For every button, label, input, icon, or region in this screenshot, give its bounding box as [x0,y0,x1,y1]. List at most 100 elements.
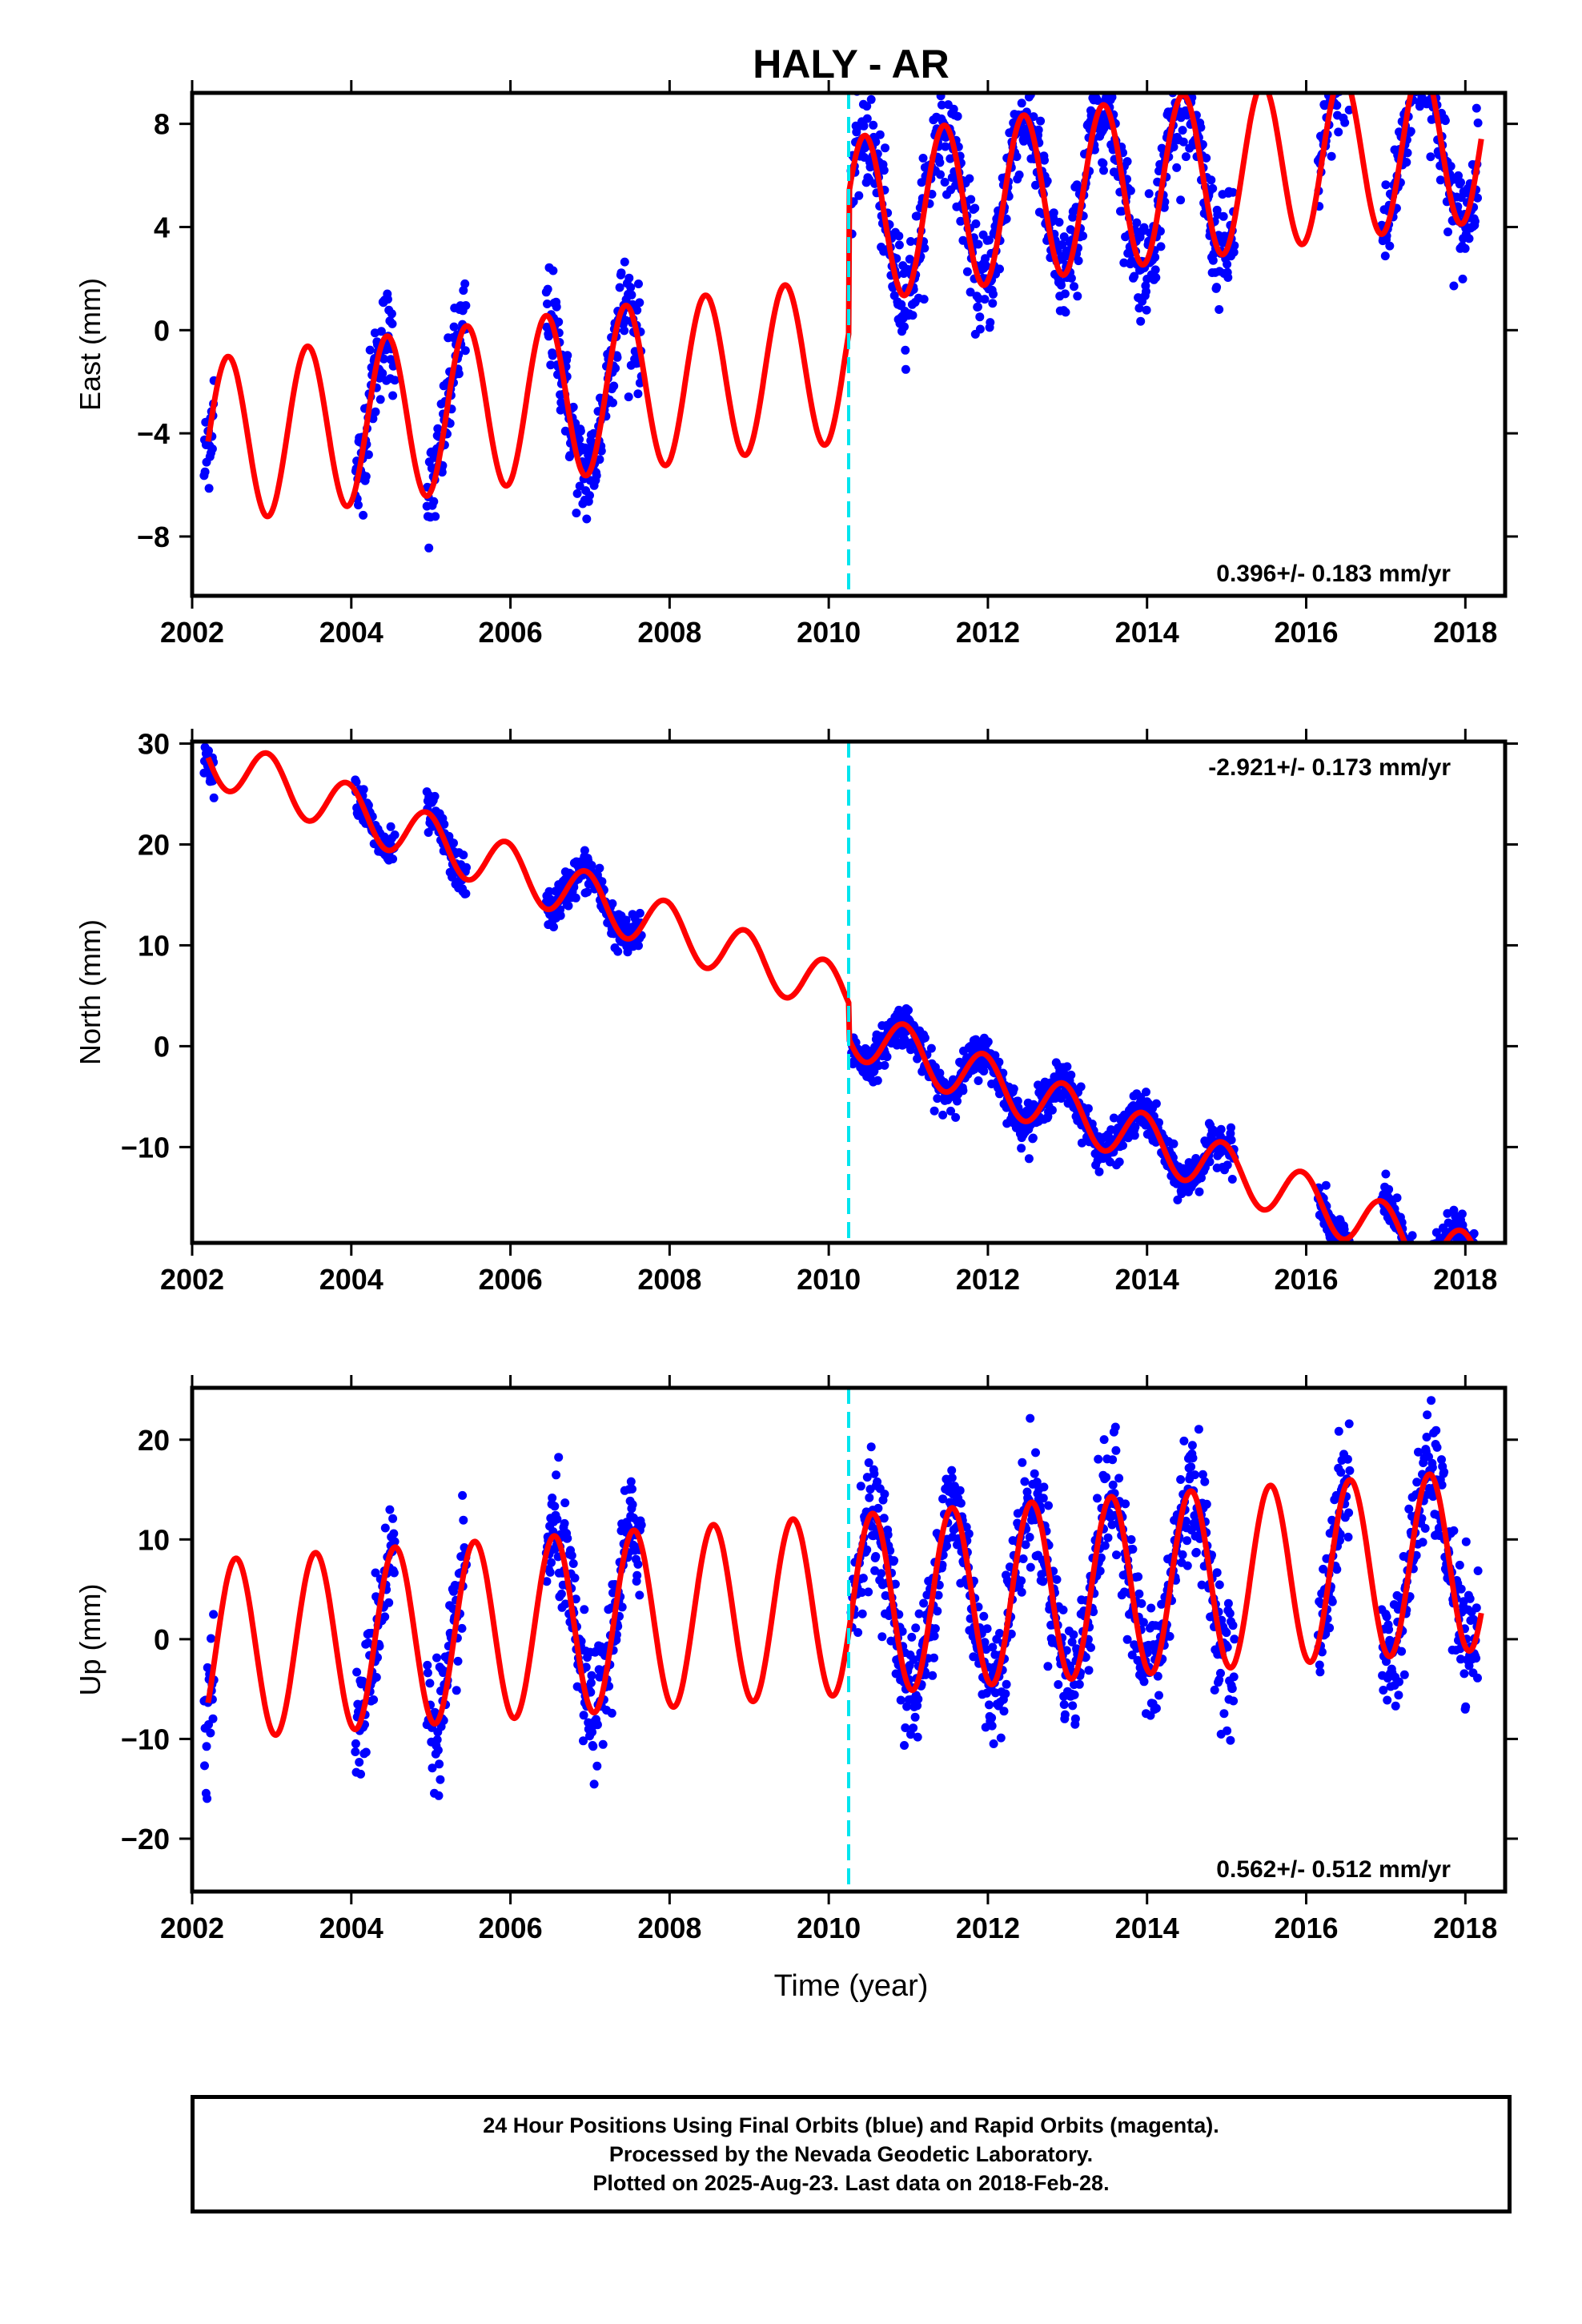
data-point [930,1106,939,1116]
data-point [982,1624,992,1634]
data-point [1431,62,1439,71]
data-point [1344,1248,1353,1257]
data-point [1230,241,1239,251]
data-point [897,300,906,309]
data-point [361,472,371,481]
data-point [1126,1535,1136,1544]
data-point [1144,189,1154,199]
data-point [1323,81,1331,90]
x-tick-label: 2014 [1115,1912,1179,1944]
data-point [1171,63,1180,72]
data-point [1178,68,1187,77]
data-point [632,305,642,315]
data-point [1434,1252,1443,1261]
data-point [436,1775,445,1784]
data-point [975,324,985,334]
data-point [1229,1672,1239,1682]
data-point [595,455,604,464]
x-tick-label: 2004 [319,616,383,649]
data-point [1407,1252,1415,1261]
data-point [552,1470,561,1480]
data-point [429,497,439,506]
data-point [1345,1254,1354,1263]
x-axis-label: Time (year) [774,1969,929,2003]
data-point [1447,1252,1456,1261]
data-point [572,509,581,518]
data-point [587,1671,596,1680]
data-point [1419,78,1428,87]
data-point [1228,187,1238,197]
data-point [987,1713,997,1723]
data-point [615,283,624,292]
data-point [1044,1501,1053,1510]
data-point [1446,162,1456,171]
data-point [919,295,929,304]
data-point [1031,1448,1040,1458]
data-point [1458,274,1468,283]
data-point [1021,1540,1030,1550]
data-point [384,1598,394,1607]
data-point [1223,273,1233,282]
data-point [1421,56,1430,65]
data-point [431,512,440,521]
data-point [1402,158,1411,167]
data-point [988,299,998,308]
data-point [1342,79,1351,88]
y-tick-label: −20 [121,1823,170,1856]
data-point [576,426,585,436]
panel-up: 2002 2004 2006 2008 2010 2012 2014 2016 2018−20−… [74,1375,1518,1944]
x-tick-label: 2008 [637,616,701,649]
footer-info-box: 24 Hour Positions Using Final Orbits (bl… [191,2095,1512,2213]
data-point [1017,1144,1026,1153]
data-point [1402,1245,1411,1254]
data-point [423,1668,432,1678]
data-point [970,1064,979,1074]
data-point [1403,1248,1412,1257]
data-point [1424,1275,1433,1284]
data-point [1093,1494,1102,1503]
data-point [1108,1455,1118,1465]
data-point [879,166,889,175]
data-point [423,1660,432,1670]
data-point [1432,1442,1442,1452]
data-point [1068,1701,1078,1711]
data-point [460,346,470,356]
data-point [1060,289,1070,299]
data-point [572,489,582,498]
data-point [1344,79,1353,88]
data-point [1057,280,1066,290]
data-point [580,443,590,452]
data-point [1470,216,1480,226]
data-point [434,1791,444,1800]
data-point [910,1712,920,1722]
x-tick-label: 2010 [797,1263,861,1296]
data-point [930,1631,939,1641]
data-point [554,1453,564,1462]
data-point [1188,1454,1198,1463]
data-point [390,376,400,385]
data-point [425,1679,435,1688]
data-point [459,286,468,296]
data-point [1061,308,1070,317]
data-point [632,1570,642,1580]
data-point [1418,75,1427,84]
data-point [1225,1609,1235,1618]
data-point [1002,1679,1011,1689]
data-point [621,915,631,925]
data-point [1343,52,1352,61]
data-point [1151,273,1161,283]
data-point [953,1096,962,1106]
data-points [199,52,1483,553]
data-point [547,1558,556,1567]
data-point [376,327,386,336]
data-point [1179,71,1188,80]
data-point [1114,1474,1124,1483]
data-point [543,300,552,308]
data-point [880,1490,889,1499]
data-point [1073,292,1082,301]
data-point [209,1610,219,1619]
data-point [554,317,564,327]
data-point [858,1574,868,1583]
x-tick-label: 2012 [956,616,1020,649]
data-point [1130,1131,1139,1140]
